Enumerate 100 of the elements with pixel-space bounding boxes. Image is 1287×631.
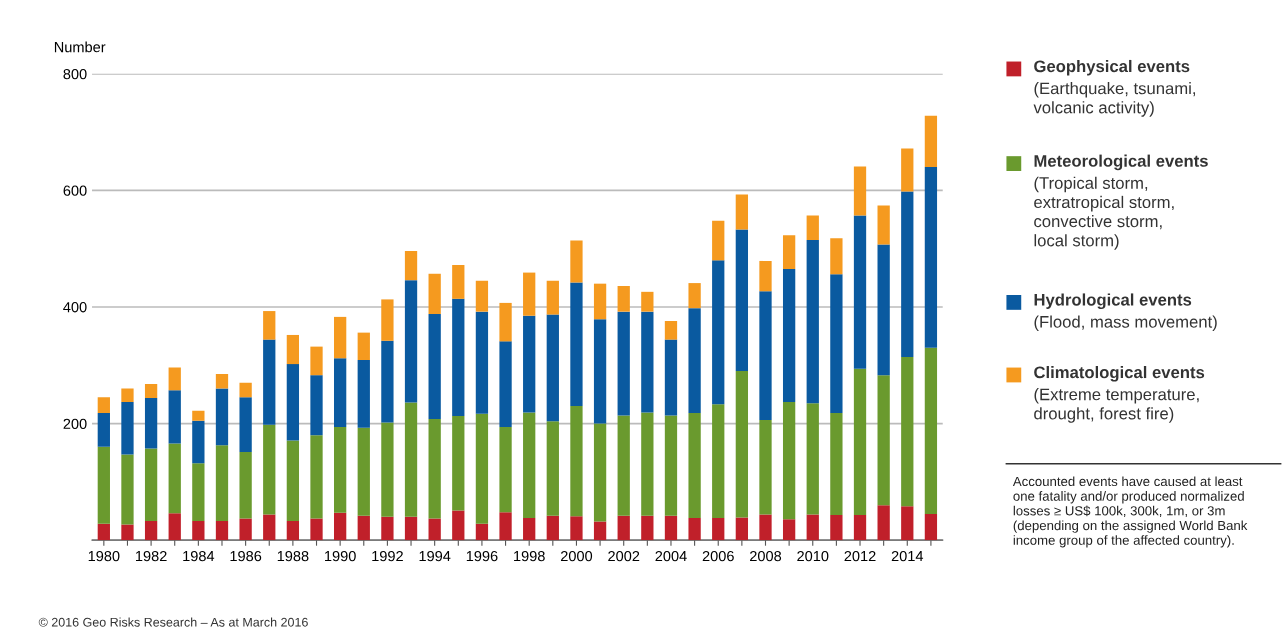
bar — [617, 286, 630, 312]
x-tick-label: 1982 — [135, 550, 167, 562]
x-tick-label: 2008 — [750, 550, 782, 562]
bar — [806, 215, 819, 240]
bar — [334, 512, 347, 541]
bar — [782, 519, 796, 541]
bar — [924, 347, 938, 514]
bar — [475, 413, 489, 524]
x-tick-label: 1980 — [88, 550, 120, 562]
bar — [475, 280, 489, 312]
bar — [712, 220, 725, 261]
bar — [641, 412, 654, 516]
bar — [664, 339, 678, 416]
bar — [523, 315, 536, 413]
bar — [617, 311, 630, 416]
bar — [286, 440, 300, 521]
bar — [735, 371, 749, 518]
bar — [499, 427, 512, 513]
bar — [334, 358, 347, 428]
bar — [192, 420, 205, 464]
bar — [617, 415, 630, 516]
bar — [144, 520, 158, 541]
bar — [924, 513, 938, 541]
bar — [546, 280, 559, 315]
text: (Tropical storm, extratropical storm, convective storm, local storm) — [1034, 176, 1174, 250]
bar — [570, 406, 583, 517]
bar — [215, 520, 229, 541]
bar — [546, 421, 559, 516]
y-tick-label: 600 — [63, 185, 87, 196]
bar — [97, 397, 110, 414]
bar — [546, 314, 559, 422]
bar — [759, 420, 772, 515]
bar — [144, 397, 158, 449]
bar — [286, 364, 300, 441]
bar — [782, 401, 796, 520]
bar — [239, 452, 252, 519]
bar — [877, 505, 890, 541]
bar — [263, 424, 276, 515]
bar — [144, 383, 158, 398]
bar — [499, 341, 512, 428]
bar — [523, 272, 536, 316]
bar — [688, 308, 701, 414]
bar — [428, 518, 441, 541]
bar — [97, 413, 110, 447]
bar — [830, 274, 843, 414]
bar — [782, 269, 796, 402]
x-tick-label: 1992 — [372, 550, 403, 562]
bar — [688, 283, 701, 309]
bar — [334, 427, 347, 513]
y-tick-label: 400 — [63, 302, 87, 313]
bar — [357, 332, 370, 361]
bar — [712, 260, 725, 405]
bar — [97, 446, 110, 524]
bar — [381, 340, 394, 423]
x-tick-label: 2006 — [702, 550, 734, 562]
bar — [263, 339, 276, 425]
bar — [877, 375, 890, 506]
bar — [121, 524, 134, 541]
bar — [546, 515, 559, 541]
legend-label: Meteorological events — [1034, 154, 1208, 171]
bar — [853, 515, 867, 541]
bar — [215, 374, 229, 389]
y-tick-label: 200 — [63, 418, 87, 429]
bar — [428, 313, 441, 419]
bar — [877, 244, 890, 376]
bar — [452, 415, 465, 511]
bar — [334, 316, 347, 359]
bar — [759, 260, 772, 292]
bar — [853, 368, 867, 516]
bar — [499, 302, 512, 342]
bar — [593, 319, 607, 424]
bar — [664, 515, 678, 541]
bar — [310, 346, 323, 376]
text: (Flood, mass movement) — [1034, 315, 1217, 332]
bar — [806, 403, 819, 515]
bar — [475, 523, 489, 541]
bar — [901, 357, 914, 507]
bar — [806, 239, 819, 404]
text: (Earthquake, tsunami, volcanic activity) — [1033, 82, 1196, 117]
bar — [286, 520, 300, 541]
bar — [735, 517, 749, 541]
bar — [641, 291, 654, 312]
bar — [830, 238, 843, 275]
text: © 2016 Geo Risks Research – As at March 2016 — [38, 617, 308, 627]
bar — [192, 520, 205, 541]
bar — [712, 517, 725, 541]
bar — [452, 298, 465, 416]
bar — [570, 516, 583, 541]
bar — [428, 273, 441, 314]
text: Accounted events have caused at least one fatality and/or produced normalized losses ≥ US$ 100k, 300k, 1m, or 3m (depending on the assigned World Bank income group of the affected country). — [1012, 476, 1248, 548]
bar — [735, 229, 749, 372]
bar — [381, 422, 394, 517]
bar — [97, 523, 110, 541]
bar — [263, 514, 276, 541]
x-tick-label: 2012 — [844, 550, 876, 562]
x-tick-label: 2014 — [891, 550, 924, 562]
bar — [404, 280, 418, 403]
bar — [310, 518, 323, 541]
bar — [239, 518, 252, 541]
legend-label: Geophysical events — [1034, 59, 1190, 76]
